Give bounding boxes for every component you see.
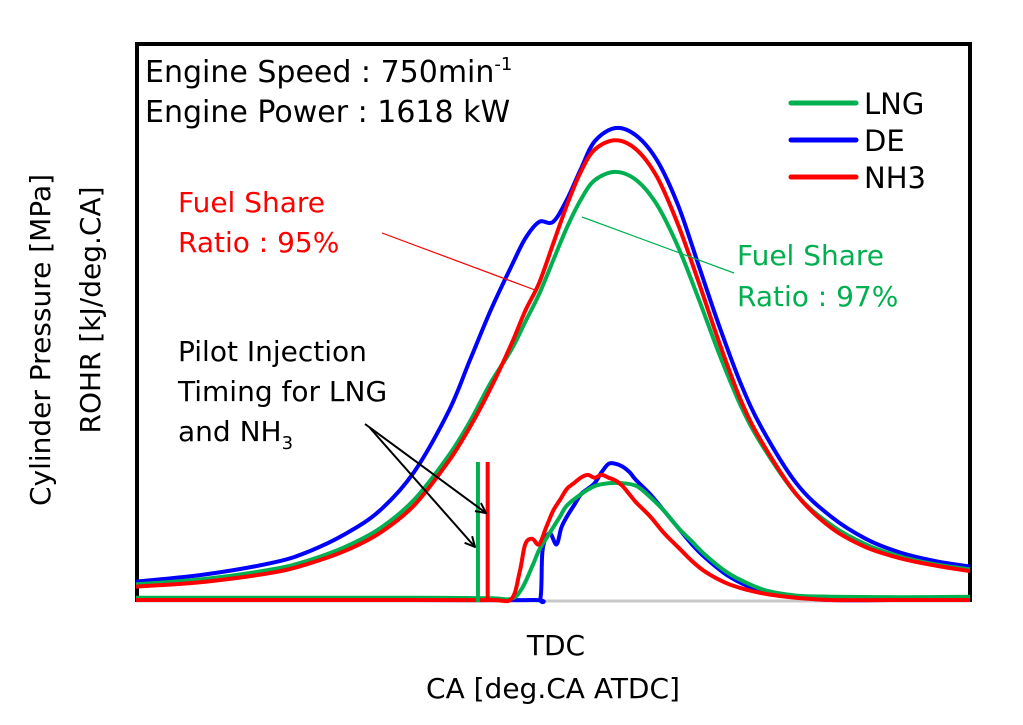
pilot-label-line2: Timing for LNG (177, 375, 387, 408)
y-axis-label-pressure: Cylinder Pressure [MPa] (24, 174, 57, 506)
lng-fuel-share-line1: Fuel Share (737, 239, 884, 272)
engine-speed-text: Engine Speed : 750min (145, 55, 494, 90)
legend-label-de: DE (864, 124, 905, 158)
x-axis-label: CA [deg.CA ATDC] (426, 672, 680, 705)
rohr-curve-nh3 (135, 472, 970, 604)
curves-group (135, 125, 971, 605)
engine-speed-sup: -1 (494, 54, 512, 75)
pressure-curve-nh3 (135, 138, 971, 589)
rohr-curve-lng (135, 480, 971, 602)
rohr-curve-de (135, 461, 970, 605)
pilot-arrow-lower (369, 427, 475, 547)
lng-leader-line (581, 216, 735, 274)
pilot-label-sub: 3 (282, 433, 293, 454)
x-axis-label-tdc: TDC (526, 629, 585, 662)
nh3-fuel-share-line1: Fuel Share (178, 186, 325, 219)
engine-speed-label: Engine Speed : 750min-1 (145, 54, 512, 90)
pilot-injection-group (475, 462, 490, 602)
nh3-fuel-share-line2: Ratio : 95% (178, 226, 339, 259)
pilot-label-line3: and NH3 (178, 415, 293, 454)
pilot-label-main: and NH (178, 415, 282, 448)
y-axis-label-rohr: ROHR [kJ/deg.CA] (74, 186, 107, 433)
nh3-leader-line (381, 232, 536, 291)
legend-label-nh3: NH3 (864, 161, 926, 195)
legend-label-lng: LNG (864, 87, 924, 121)
lng-fuel-share-line2: Ratio : 97% (737, 280, 898, 313)
pilot-label-line1: Pilot Injection (178, 335, 367, 368)
engine-power-label: Engine Power : 1618 kW (145, 95, 510, 130)
pilot-arrow-upper (364, 423, 486, 513)
